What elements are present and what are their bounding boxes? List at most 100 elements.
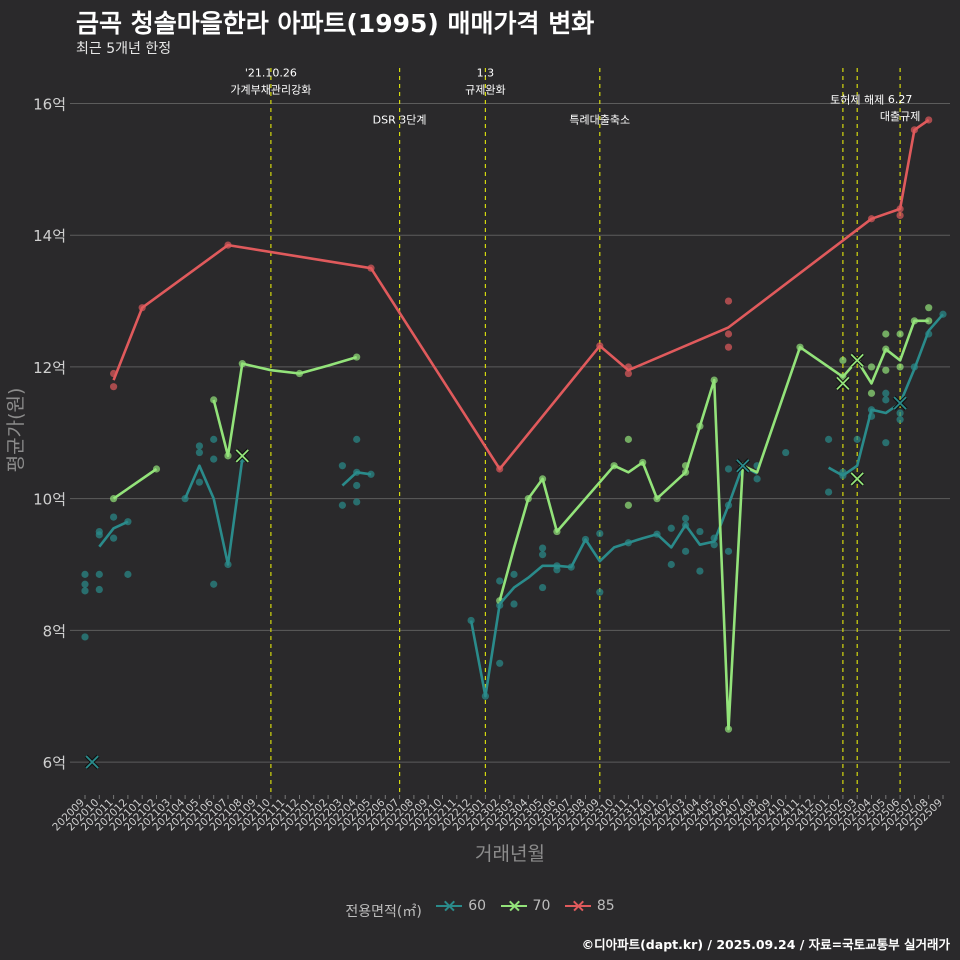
data-point-60: [81, 580, 89, 588]
data-point-60: [539, 551, 547, 559]
data-point-60: [210, 455, 218, 463]
series-line-60: [827, 313, 944, 477]
series-line-85: [112, 118, 930, 471]
y-tick-label: 12억: [33, 359, 66, 377]
data-point-60: [195, 442, 203, 450]
event-label: 6.27 대출규제: [880, 93, 920, 123]
event-label: 특례대출축소: [569, 113, 630, 126]
data-point-60: [353, 481, 361, 490]
data-point-60: [81, 587, 89, 595]
data-point-60: [496, 577, 504, 585]
legend-item-85: 85: [564, 896, 615, 916]
data-point-70: [882, 366, 890, 374]
data-point-85: [896, 211, 904, 220]
legend-label-85: 85: [596, 898, 615, 914]
data-point-70: [896, 330, 904, 338]
data-point-60: [95, 585, 103, 594]
data-point-60: [353, 498, 361, 506]
data-point-70: [624, 435, 633, 443]
cross-marker-70: [235, 449, 249, 463]
legend-label-70: 70: [532, 898, 551, 914]
series-line-70: [212, 355, 358, 458]
legend-label-60: 60: [468, 898, 487, 914]
y-tick-label: 14억: [33, 227, 66, 245]
data-point-60: [81, 633, 89, 641]
data-point-70: [925, 304, 933, 312]
data-point-85: [624, 369, 633, 378]
data-point-60: [682, 514, 690, 523]
data-point-60: [882, 389, 890, 397]
data-point-60: [825, 488, 833, 496]
event-label: '21.10.26 가계부채관리강화: [230, 67, 311, 97]
y-tick-label: 10억: [33, 491, 66, 509]
data-point-70: [839, 356, 847, 364]
data-point-85: [724, 297, 733, 305]
data-point-60: [853, 435, 861, 443]
data-point-60: [882, 439, 890, 447]
data-point-60: [467, 616, 475, 625]
data-point-60: [596, 588, 604, 596]
cross-marker-70: [836, 376, 850, 391]
legend-key-85: [564, 896, 591, 916]
data-point-60: [696, 527, 704, 536]
event-label: 토허제 해제: [830, 93, 884, 107]
y-tick-label: 6억: [43, 754, 66, 772]
data-point-70: [882, 330, 890, 338]
cross-marker-70: [850, 472, 864, 486]
cross-marker-60: [85, 755, 99, 769]
legend-item-60: 60: [436, 896, 486, 916]
data-point-60: [539, 544, 547, 552]
legend-key-60: [436, 896, 463, 916]
data-point-60: [553, 566, 561, 574]
series-line-70: [498, 319, 929, 731]
series-line-60: [183, 458, 244, 566]
data-point-70: [867, 363, 876, 371]
data-point-60: [667, 524, 675, 532]
data-point-70: [896, 363, 904, 371]
data-point-60: [124, 570, 132, 578]
chart-subtitle: 최근 5개년 한정: [76, 41, 172, 57]
cross-marker-70: [850, 353, 864, 367]
series-line-70: [112, 467, 158, 500]
data-point-60: [510, 570, 518, 578]
event-label: DSR 3단계: [373, 113, 427, 126]
series-line-60: [341, 470, 372, 487]
y-tick-label: 8억: [43, 622, 66, 640]
data-point-70: [925, 317, 933, 325]
data-point-60: [95, 570, 103, 578]
data-point-60: [510, 600, 518, 608]
data-point-60: [667, 560, 675, 569]
source-caption: ©디아파트(dapt.kr) / 2025.09.24 / 자료=국토교통부 실…: [581, 937, 950, 952]
data-point-70: [624, 501, 633, 509]
y-axis-title: 평균가(원): [5, 388, 27, 473]
data-point-60: [753, 475, 761, 483]
cross-marker-60: [736, 459, 750, 473]
data-point-60: [210, 580, 218, 588]
y-tick-label: 16억: [33, 96, 66, 114]
data-point-85: [110, 383, 118, 391]
data-point-60: [338, 462, 346, 470]
data-point-60: [110, 513, 118, 521]
legend: 전용면적(㎡) 60 70 85: [0, 896, 960, 921]
data-point-60: [195, 448, 203, 457]
data-point-60: [696, 567, 704, 575]
data-point-60: [825, 435, 833, 443]
data-point-60: [95, 531, 103, 539]
legend-title: 전용면적(㎡): [345, 904, 422, 920]
data-point-60: [682, 547, 690, 555]
data-point-60: [110, 534, 118, 542]
data-point-60: [539, 583, 547, 592]
data-point-60: [195, 478, 203, 486]
series-line-60: [98, 520, 129, 548]
cross-marker-60: [893, 396, 907, 410]
data-point-60: [882, 396, 890, 404]
data-point-60: [596, 529, 604, 538]
data-point-85: [724, 343, 733, 351]
chart-title: 금곡 청솔마을한라 아파트(1995) 매매가격 변화: [76, 9, 595, 38]
legend-item-70: 70: [500, 896, 551, 916]
data-point-60: [338, 501, 346, 509]
data-point-60: [724, 465, 733, 473]
data-point-60: [353, 435, 361, 443]
event-label: 1.3 규제완화: [465, 67, 505, 97]
